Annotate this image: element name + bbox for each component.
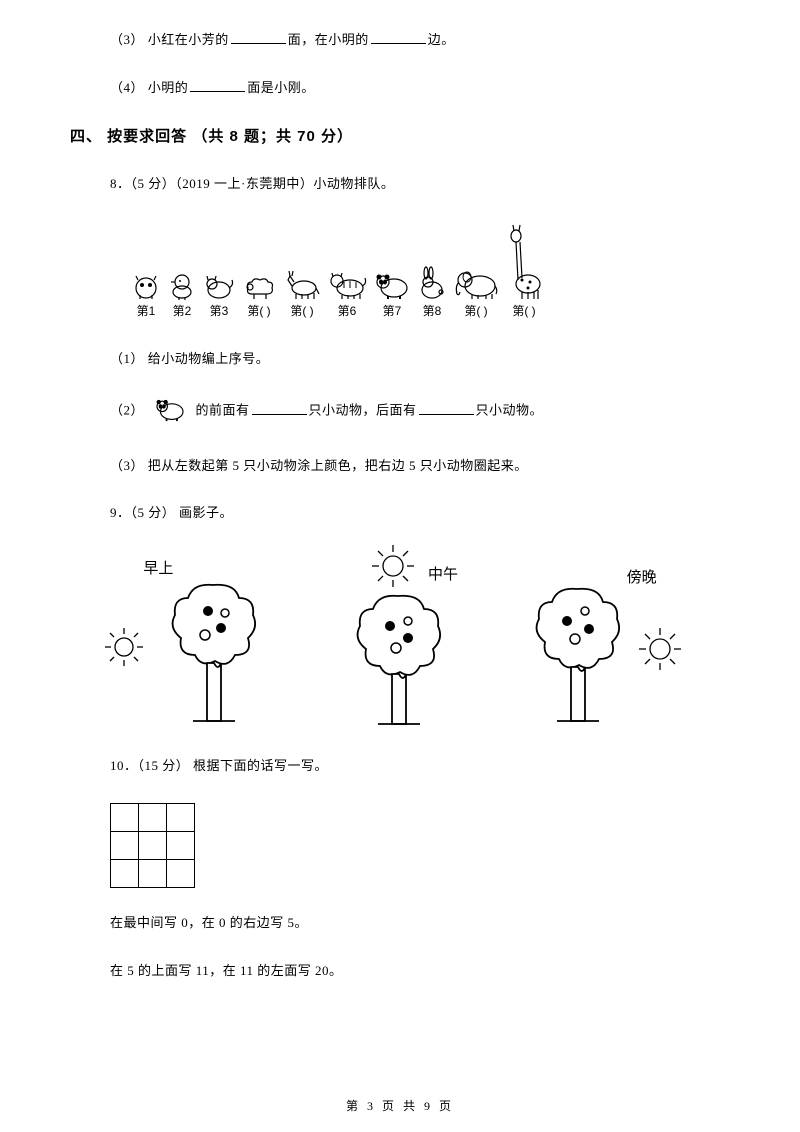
grid-3x3[interactable] xyxy=(110,803,730,888)
panda-icon xyxy=(372,268,412,300)
label: 第8 xyxy=(423,302,442,319)
q3-sub3: （3） 小红在小芳的 面，在小明的 边。 xyxy=(70,30,730,50)
text: 面是小刚。 xyxy=(247,80,315,95)
owl-icon xyxy=(130,270,162,300)
page-container: （3） 小红在小芳的 面，在小明的 边。 （4） 小明的 面是小刚。 四、 按要求回答… xyxy=(0,0,800,1132)
q8-header: 8．（5 分）（2019 一上·东莞期中）小动物排队。 xyxy=(70,174,730,194)
blank[interactable] xyxy=(252,401,307,415)
tiger-icon xyxy=(326,266,368,300)
animal-3: 第3 xyxy=(202,270,236,319)
label: 第( ) xyxy=(247,302,270,319)
q10-header: 10．（15 分） 根据下面的话写一写。 xyxy=(70,756,730,776)
q8-sub1: （1） 给小动物编上序号。 xyxy=(70,349,730,369)
text: 只小动物。 xyxy=(476,403,544,418)
text: （2） xyxy=(110,403,144,418)
label-evening: 傍晚 xyxy=(627,566,657,587)
blank[interactable] xyxy=(190,78,245,92)
sun-icon xyxy=(370,543,416,589)
animal-lineup: 第1 第2 第3 第( ) 第( ) 第6 第7 第8 xyxy=(70,222,730,319)
q10-line2: 在 5 的上面写 11，在 11 的左面写 20。 xyxy=(70,961,730,981)
animal-10: 第( ) xyxy=(504,222,544,319)
blank[interactable] xyxy=(371,30,426,44)
giraffe-icon xyxy=(504,222,544,300)
tree-noon: 中午 xyxy=(330,551,470,726)
animal-2: 第2 xyxy=(166,270,198,319)
animal-5: 第( ) xyxy=(282,268,322,319)
sun-icon xyxy=(637,626,683,672)
label: 第2 xyxy=(173,302,192,319)
panda-inline-icon xyxy=(152,396,188,428)
label-noon: 中午 xyxy=(428,563,458,584)
label: 第6 xyxy=(338,302,357,319)
chick-icon xyxy=(166,270,198,300)
animal-4: 第( ) xyxy=(240,270,278,319)
animal-6: 第6 xyxy=(326,266,368,319)
label: 第3 xyxy=(210,302,229,319)
blank[interactable] xyxy=(419,401,474,415)
text: 面，在小明的 xyxy=(288,32,369,47)
tree-evening: 傍晚 xyxy=(517,551,697,726)
animal-8: 第8 xyxy=(416,266,448,319)
text: 边。 xyxy=(428,32,455,47)
blank[interactable] xyxy=(231,30,286,44)
label: 第( ) xyxy=(464,302,487,319)
q9-header: 9．（5 分） 画影子。 xyxy=(70,503,730,523)
animal-1: 第1 xyxy=(130,270,162,319)
text: 只小动物，后面有 xyxy=(309,403,417,418)
q8-sub2: （2） 的前面有 只小动物，后面有 只小动物。 xyxy=(70,396,730,428)
tree-icon xyxy=(348,586,448,726)
animal-9: 第( ) xyxy=(452,264,500,319)
elephant-icon xyxy=(452,264,500,300)
rabbit-icon xyxy=(416,266,448,300)
tree-morning: 早上 xyxy=(103,551,283,726)
q10-line1: 在最中间写 0，在 0 的右边写 5。 xyxy=(70,913,730,933)
animal-7: 第7 xyxy=(372,268,412,319)
q3-sub4: （4） 小明的 面是小刚。 xyxy=(70,78,730,98)
page-footer: 第 3 页 共 9 页 xyxy=(0,1097,800,1114)
donkey-icon xyxy=(282,268,322,300)
label: 第( ) xyxy=(512,302,535,319)
cat-icon xyxy=(202,270,236,300)
text: 的前面有 xyxy=(196,403,250,418)
sheep-icon xyxy=(240,270,278,300)
q8-sub3: （3） 把从左数起第 5 只小动物涂上颜色，把右边 5 只小动物圈起来。 xyxy=(70,456,730,476)
tree-icon xyxy=(163,573,263,723)
text: （3） 小红在小芳的 xyxy=(110,32,229,47)
label: 第1 xyxy=(137,302,156,319)
sun-icon xyxy=(103,626,145,668)
label: 第7 xyxy=(383,302,402,319)
tree-shadow-row: 早上 中午 xyxy=(70,551,730,726)
label: 第( ) xyxy=(290,302,313,319)
tree-icon xyxy=(527,579,627,724)
text: （4） 小明的 xyxy=(110,80,188,95)
section4-heading: 四、 按要求回答 （共 8 题；共 70 分） xyxy=(70,125,730,146)
